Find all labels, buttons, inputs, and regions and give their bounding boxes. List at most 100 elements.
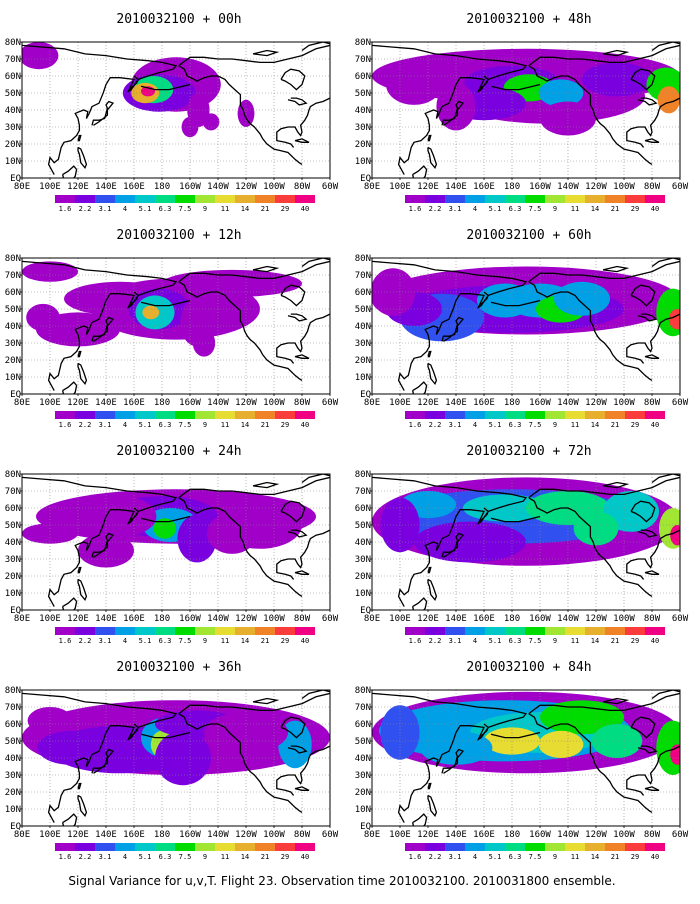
colorbar-swatch bbox=[445, 195, 465, 203]
lon-tick-label: 100W bbox=[263, 614, 285, 624]
lat-tick-label: 10N bbox=[355, 373, 371, 383]
colorbar-swatch bbox=[405, 411, 425, 419]
lon-tick-label: 80E bbox=[364, 182, 380, 192]
colorbar-swatch bbox=[295, 843, 315, 851]
variance-contour bbox=[591, 724, 643, 758]
coastline bbox=[630, 500, 656, 523]
colorbar-swatch bbox=[155, 195, 175, 203]
coastline bbox=[372, 260, 528, 391]
coastline bbox=[287, 313, 308, 322]
colorbar-swatch bbox=[255, 843, 275, 851]
variance-contour bbox=[414, 521, 526, 563]
colorbar-swatch bbox=[585, 627, 605, 635]
lon-tick-label: 60W bbox=[322, 614, 339, 624]
lat-tick-label: 20N bbox=[5, 572, 21, 582]
coastline bbox=[427, 350, 432, 358]
colorbar-swatch bbox=[295, 411, 315, 419]
lon-tick-label: 120W bbox=[235, 182, 257, 192]
colorbar-label: 2.2 bbox=[79, 853, 92, 861]
colorbar-label: 7.5 bbox=[529, 853, 542, 861]
colorbar-swatch bbox=[485, 411, 505, 419]
variance-contour bbox=[540, 101, 596, 136]
colorbar-swatch bbox=[255, 411, 275, 419]
lat-tick-label: 50N bbox=[355, 521, 371, 531]
colorbar-label: 29 bbox=[281, 637, 289, 645]
colorbar-swatch bbox=[235, 195, 255, 203]
coastline bbox=[427, 578, 438, 602]
coastline bbox=[637, 529, 658, 538]
coastline bbox=[252, 49, 280, 57]
lon-tick-label: 120E bbox=[417, 398, 439, 408]
variance-shading bbox=[372, 691, 680, 775]
colorbar: 1.6 2.2 3.1 4 5.1 6.3 7.5 9 11 14 21 29 40 bbox=[55, 627, 315, 645]
lon-tick-label: 120E bbox=[417, 830, 439, 840]
colorbar-swatch bbox=[95, 411, 115, 419]
lon-tick-label: 140E bbox=[445, 182, 467, 192]
colorbar-label: 3.1 bbox=[99, 637, 112, 645]
variance-contour bbox=[554, 281, 610, 316]
colorbar-label: 14 bbox=[241, 637, 249, 645]
coastlines bbox=[372, 42, 680, 178]
colorbar-label: 5.1 bbox=[139, 853, 152, 861]
colorbar-swatch bbox=[505, 843, 525, 851]
colorbar-swatch bbox=[605, 195, 625, 203]
colorbar-label: 11 bbox=[221, 205, 229, 213]
lon-tick-label: 100E bbox=[39, 182, 61, 192]
colorbar-swatch bbox=[55, 843, 75, 851]
lat-tick-label: 40N bbox=[5, 322, 21, 332]
colorbar-swatch bbox=[625, 411, 645, 419]
colorbar-label: 7.5 bbox=[529, 205, 542, 213]
coastline bbox=[276, 97, 330, 148]
coastline bbox=[644, 138, 660, 143]
variance-contour bbox=[83, 496, 157, 537]
panel-title: 2010032100 + 24h bbox=[116, 444, 241, 459]
colorbar-swatch bbox=[75, 411, 95, 419]
colorbar-label: 40 bbox=[651, 421, 659, 429]
lat-tick-label: 50N bbox=[5, 737, 21, 747]
colorbar-label: 2.2 bbox=[429, 421, 442, 429]
colorbar-label: 29 bbox=[281, 205, 289, 213]
colorbar-swatch bbox=[405, 627, 425, 635]
colorbar-swatch bbox=[405, 843, 425, 851]
lon-tick-label: 80W bbox=[294, 830, 311, 840]
lon-tick-label: 80E bbox=[364, 614, 380, 624]
colorbar-swatch bbox=[175, 843, 195, 851]
map-panel: 2010032100 + 60h 80N 70N 60N 50N 40N 30N 20N 10N… bbox=[355, 228, 689, 429]
lat-tick-label: 20N bbox=[5, 140, 21, 150]
coastline bbox=[651, 690, 680, 700]
coastline bbox=[630, 284, 656, 307]
coastline bbox=[252, 481, 280, 489]
colorbar-label: 5.1 bbox=[139, 637, 152, 645]
coastline bbox=[294, 138, 310, 143]
colorbar-swatch bbox=[175, 627, 195, 635]
colorbar-label: 11 bbox=[571, 421, 579, 429]
lon-tick-label: 60W bbox=[672, 398, 689, 408]
coastline bbox=[441, 748, 465, 774]
colorbar-swatch bbox=[565, 843, 585, 851]
coastline bbox=[644, 570, 660, 575]
colorbar-label: 21 bbox=[261, 421, 269, 429]
lon-tick-label: 80E bbox=[14, 182, 30, 192]
lon-tick-label: 140E bbox=[95, 830, 117, 840]
lon-tick-label: 120E bbox=[67, 182, 89, 192]
coastline bbox=[22, 44, 178, 175]
colorbar-swatch bbox=[505, 411, 525, 419]
map-panel: 2010032100 + 84h 80N 70N 60N 50N 40N 30N 20N 10N… bbox=[355, 660, 689, 861]
lon-tick-label: 100W bbox=[613, 830, 635, 840]
colorbar-swatch bbox=[235, 411, 255, 419]
colorbar-swatch bbox=[545, 195, 565, 203]
lat-tick-label: 40N bbox=[355, 754, 371, 764]
coastline bbox=[77, 350, 82, 358]
variance-contour bbox=[142, 305, 160, 320]
colorbar-swatch bbox=[115, 195, 135, 203]
coastline bbox=[91, 316, 115, 342]
coastline bbox=[178, 476, 330, 499]
colorbar-label: 9 bbox=[553, 421, 557, 429]
lat-tick-label: 20N bbox=[355, 356, 371, 366]
colorbar-swatch bbox=[195, 195, 215, 203]
coastline bbox=[178, 497, 303, 597]
coastline bbox=[630, 68, 656, 91]
colorbar-swatch bbox=[275, 411, 295, 419]
variance-shading bbox=[22, 261, 302, 357]
